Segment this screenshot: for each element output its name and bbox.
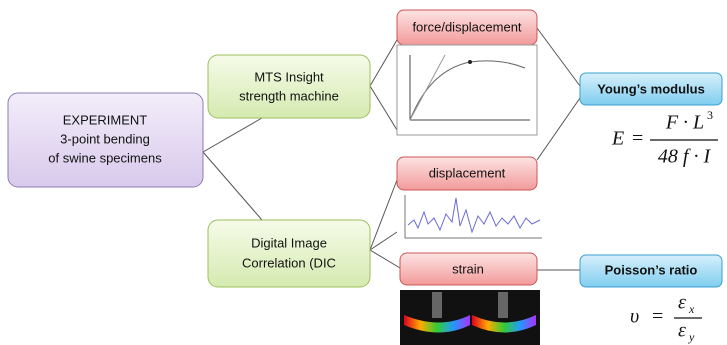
poisson-label: Poisson’s ratio	[605, 262, 698, 277]
displacement-plot	[397, 193, 545, 243]
formula-exponent: 3	[707, 108, 713, 122]
formula-lhs: E	[611, 128, 624, 150]
mts-line: MTS Insight	[254, 69, 324, 84]
experiment-line: of swine specimens	[48, 150, 162, 165]
formula-subscript: y	[688, 330, 695, 344]
mts-box	[208, 55, 370, 118]
formula-denominator: 48 f · I	[658, 146, 712, 168]
formula-numerator: F · L	[665, 112, 704, 134]
formula-eq: =	[652, 306, 663, 328]
young-formula: E = F · L 3 48 f · I	[611, 108, 718, 168]
strain-image	[400, 290, 540, 345]
force-label: force/displacement	[412, 19, 521, 34]
mts-line: strength machine	[239, 88, 339, 103]
formula-eq: =	[632, 128, 643, 150]
dic-line: Digital Image	[251, 235, 327, 250]
experiment-line: EXPERIMENT	[63, 112, 148, 127]
strain-label: strain	[452, 261, 484, 276]
dic-box	[208, 220, 370, 287]
force-plot	[397, 45, 537, 135]
displacement-label: displacement	[429, 165, 506, 180]
young-label: Young’s modulus	[597, 81, 705, 96]
formula-denominator: ε	[678, 320, 686, 342]
formula-numerator: ε	[678, 292, 686, 314]
diagram: EXPERIMENT 3-point bending of swine spec…	[0, 0, 727, 345]
formula-lhs: υ	[630, 306, 639, 328]
dic-line: Correlation (DIC	[242, 255, 336, 270]
formula-subscript: x	[688, 302, 695, 316]
poisson-formula: υ = ε x ε y	[630, 292, 702, 344]
experiment-line: 3-point bending	[60, 131, 150, 146]
